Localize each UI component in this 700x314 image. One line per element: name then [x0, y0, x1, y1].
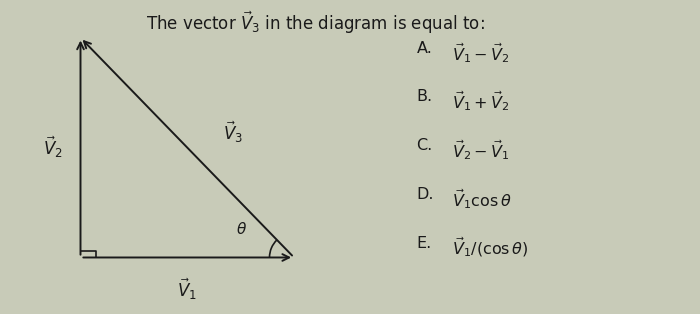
Text: $\theta$: $\theta$: [236, 221, 247, 237]
Text: $\vec{V}_2$: $\vec{V}_2$: [43, 135, 62, 160]
Text: D.: D.: [416, 187, 434, 202]
Text: $\vec{V}_1 - \vec{V}_2$: $\vec{V}_1 - \vec{V}_2$: [452, 41, 509, 65]
Text: $\vec{V}_3$: $\vec{V}_3$: [223, 119, 243, 145]
Text: The vector $\vec{V}_3$ in the diagram is equal to:: The vector $\vec{V}_3$ in the diagram is…: [146, 9, 484, 36]
Text: A.: A.: [416, 41, 433, 56]
Text: $\vec{V}_2 - \vec{V}_1$: $\vec{V}_2 - \vec{V}_1$: [452, 138, 509, 162]
Text: C.: C.: [416, 138, 433, 153]
Text: $\vec{V}_1$: $\vec{V}_1$: [177, 276, 197, 302]
Text: $\vec{V}_1 \cos\theta$: $\vec{V}_1 \cos\theta$: [452, 187, 511, 211]
Text: $\vec{V}_1/(\cos\theta)$: $\vec{V}_1/(\cos\theta)$: [452, 236, 528, 259]
Text: E.: E.: [416, 236, 432, 251]
Text: B.: B.: [416, 89, 433, 105]
Text: $\vec{V}_1 + \vec{V}_2$: $\vec{V}_1 + \vec{V}_2$: [452, 89, 509, 113]
